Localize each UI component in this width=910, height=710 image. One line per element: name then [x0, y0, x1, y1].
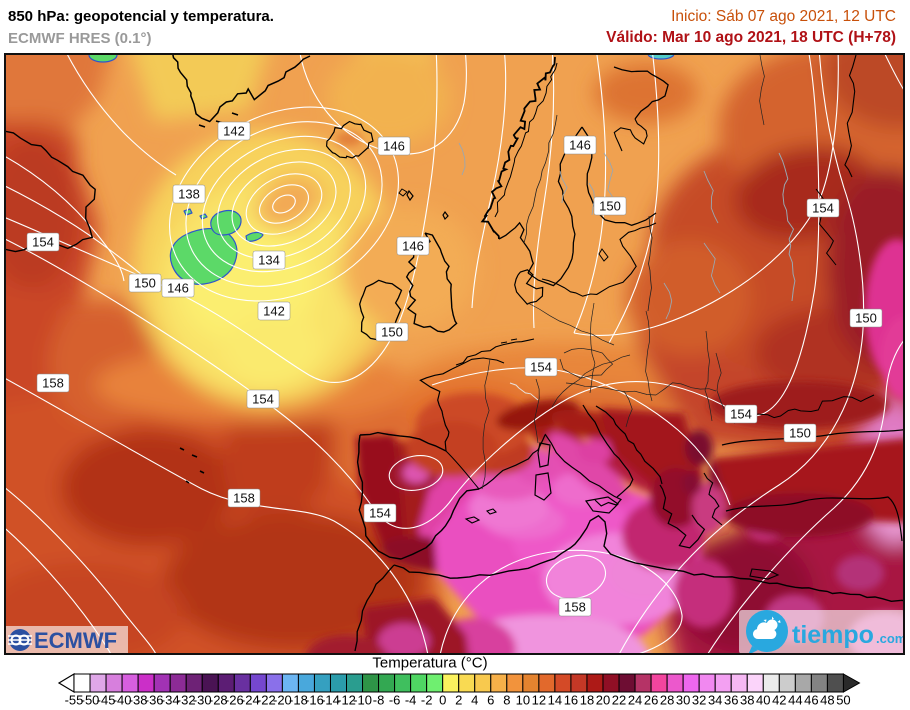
svg-text:tiempo: tiempo [792, 621, 874, 649]
svg-text:46: 46 [804, 693, 818, 708]
svg-text:-38: -38 [129, 693, 148, 708]
svg-text:-55: -55 [65, 693, 84, 708]
svg-text:154: 154 [812, 201, 834, 216]
svg-text:2: 2 [455, 693, 462, 708]
svg-text:0: 0 [439, 693, 446, 708]
svg-text:158: 158 [564, 600, 586, 615]
svg-text:8: 8 [503, 693, 510, 708]
svg-text:48: 48 [820, 693, 834, 708]
svg-text:10: 10 [516, 693, 530, 708]
svg-text:24: 24 [628, 693, 642, 708]
svg-text:154: 154 [32, 235, 54, 250]
svg-text:-2: -2 [421, 693, 433, 708]
svg-text:30: 30 [676, 693, 690, 708]
svg-text:-18: -18 [289, 693, 308, 708]
svg-text:-12: -12 [337, 693, 356, 708]
svg-text:-10: -10 [353, 693, 372, 708]
svg-text:26: 26 [644, 693, 658, 708]
svg-text:-14: -14 [321, 693, 340, 708]
svg-text:154: 154 [369, 506, 391, 521]
svg-text:150: 150 [381, 325, 403, 340]
svg-text:-16: -16 [305, 693, 324, 708]
svg-text:154: 154 [530, 360, 552, 375]
svg-text:154: 154 [252, 392, 274, 407]
svg-text:36: 36 [724, 693, 738, 708]
svg-text:-45: -45 [97, 693, 116, 708]
svg-text:44: 44 [788, 693, 802, 708]
svg-text:6: 6 [487, 693, 494, 708]
svg-text:142: 142 [263, 304, 285, 319]
svg-text:150: 150 [134, 276, 156, 291]
svg-text:28: 28 [660, 693, 674, 708]
svg-text:.com: .com [876, 631, 905, 646]
svg-text:-36: -36 [145, 693, 164, 708]
svg-text:34: 34 [708, 693, 722, 708]
svg-text:150: 150 [855, 311, 877, 326]
svg-text:154: 154 [730, 407, 752, 422]
svg-text:20: 20 [596, 693, 610, 708]
svg-text:Temperatura (°C): Temperatura (°C) [372, 655, 487, 672]
svg-text:138: 138 [178, 187, 200, 202]
svg-text:14: 14 [548, 693, 562, 708]
svg-text:-28: -28 [209, 693, 228, 708]
svg-text:-8: -8 [373, 693, 385, 708]
svg-text:134: 134 [258, 253, 280, 268]
svg-text:16: 16 [564, 693, 578, 708]
svg-text:146: 146 [402, 239, 424, 254]
svg-text:-26: -26 [225, 693, 244, 708]
svg-text:142: 142 [223, 124, 245, 139]
svg-text:158: 158 [42, 376, 64, 391]
svg-text:146: 146 [569, 138, 591, 153]
svg-text:-30: -30 [193, 693, 212, 708]
svg-text:-22: -22 [257, 693, 276, 708]
svg-text:12: 12 [532, 693, 546, 708]
svg-text:42: 42 [772, 693, 786, 708]
svg-text:-4: -4 [405, 693, 417, 708]
svg-text:38: 38 [740, 693, 754, 708]
svg-text:18: 18 [580, 693, 594, 708]
svg-text:-50: -50 [81, 693, 100, 708]
svg-text:146: 146 [383, 139, 405, 154]
svg-text:40: 40 [756, 693, 770, 708]
svg-text:-20: -20 [273, 693, 292, 708]
svg-text:-40: -40 [113, 693, 132, 708]
svg-text:-32: -32 [177, 693, 196, 708]
svg-text:-24: -24 [241, 693, 260, 708]
svg-text:-34: -34 [161, 693, 180, 708]
svg-text:150: 150 [599, 199, 621, 214]
svg-text:4: 4 [471, 693, 478, 708]
svg-text:22: 22 [612, 693, 626, 708]
svg-text:ECMWF: ECMWF [34, 628, 117, 653]
svg-text:158: 158 [233, 491, 255, 506]
svg-text:146: 146 [167, 281, 189, 296]
svg-text:32: 32 [692, 693, 706, 708]
svg-text:-6: -6 [389, 693, 401, 708]
svg-text:50: 50 [836, 693, 850, 708]
svg-text:150: 150 [789, 426, 811, 441]
